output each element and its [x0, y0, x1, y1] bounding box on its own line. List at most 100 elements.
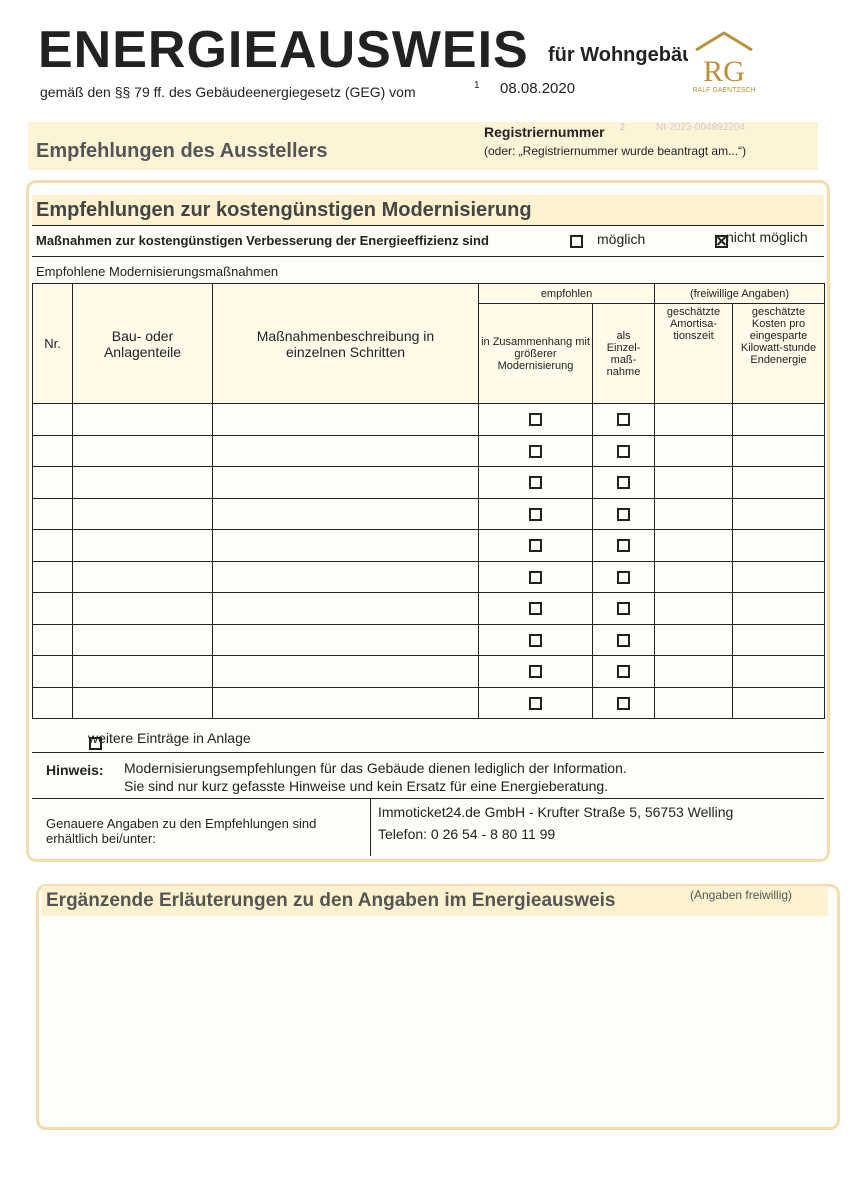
table-cell	[72, 560, 213, 593]
table-cell	[478, 497, 593, 530]
table-cell	[72, 592, 213, 625]
note-line: Sie sind nur kurz gefasste Hinweise und …	[124, 778, 609, 794]
table-cell	[654, 466, 733, 499]
th: empfohlen	[478, 283, 655, 304]
section-band	[28, 122, 818, 170]
checkbox	[617, 476, 630, 490]
table-cell	[32, 466, 73, 499]
contact-phone: Telefon: 0 26 54 - 8 80 11 99	[378, 826, 556, 842]
table-row	[32, 497, 825, 530]
table-row	[32, 623, 825, 656]
contact-address: Immoticket24.de GmbH - Krufter Straße 5,…	[378, 804, 734, 820]
checkbox	[617, 602, 630, 616]
table-cell	[32, 655, 73, 688]
logo: RG RALF GAENTZSCH	[690, 30, 758, 118]
measures-text: Maßnahmen zur kostengünstigen Verbesseru…	[36, 233, 489, 248]
measures-table: Nr. Bau- oder Anlagenteile Maßnahmenbesc…	[32, 283, 825, 719]
table-cell	[32, 497, 73, 530]
divider	[32, 798, 824, 799]
reg-note: (oder: „Registriernummer wurde beantragt…	[484, 144, 747, 158]
table-cell	[732, 466, 825, 499]
table-cell	[72, 497, 213, 530]
th: Bau- oder Anlagenteile	[72, 283, 213, 404]
subtitle: gemäß den §§ 79 ff. des Gebäudeenergiege…	[40, 84, 416, 100]
section-title: Empfehlungen des Ausstellers	[36, 140, 328, 162]
title-suffix: für Wohngebäude	[548, 44, 688, 66]
divider	[32, 752, 824, 753]
table-cell	[654, 686, 733, 719]
more-entries: weitere Einträge in Anlage	[88, 730, 251, 746]
th: in Zusammenhang mit größerer Modernisier…	[478, 303, 593, 404]
checkbox	[617, 444, 630, 458]
table-cell	[478, 686, 593, 719]
checkbox	[529, 413, 542, 427]
table-row	[32, 529, 825, 562]
th: geschätzte Kosten pro eingesparte Kilowa…	[732, 303, 825, 404]
table-cell	[478, 592, 593, 625]
table-cell	[212, 623, 479, 656]
explanations-box	[36, 884, 840, 1130]
table-cell	[32, 560, 73, 593]
reg-footnote: 2	[620, 122, 626, 132]
table-cell	[592, 434, 655, 467]
checkbox	[617, 413, 630, 427]
option-possible: möglich	[597, 231, 646, 247]
checkbox	[529, 665, 542, 679]
exp-title: Ergänzende Erläuterungen zu den Angaben …	[46, 890, 616, 911]
table-cell	[212, 560, 479, 593]
table-cell	[478, 529, 593, 562]
table-cell	[212, 529, 479, 562]
table-cell	[654, 529, 733, 562]
table-caption: Empfohlene Modernisierungsmaßnahmen	[36, 264, 279, 279]
table-cell	[72, 623, 213, 656]
table-cell	[592, 592, 655, 625]
table-row	[32, 592, 825, 625]
table-cell	[32, 623, 73, 656]
checkbox	[529, 602, 542, 616]
table-cell	[212, 592, 479, 625]
th: Nr.	[32, 283, 73, 404]
checkbox	[617, 665, 630, 679]
logo-initials: RG	[703, 55, 745, 88]
table-cell	[732, 403, 825, 436]
checkbox	[529, 444, 542, 458]
table-cell	[732, 434, 825, 467]
table-row	[32, 466, 825, 499]
table-cell	[592, 623, 655, 656]
divider	[370, 798, 371, 856]
th: Maßnahmenbeschreibung in einzelnen Schri…	[212, 283, 479, 404]
table-cell	[592, 655, 655, 688]
note-line: Modernisierungsempfehlungen für das Gebä…	[124, 760, 627, 776]
table-cell	[72, 529, 213, 562]
table-cell	[478, 623, 593, 656]
table-cell	[478, 466, 593, 499]
th: als Einzel-maß-nahme	[592, 303, 655, 404]
table-cell	[212, 686, 479, 719]
checkbox	[617, 696, 630, 710]
table-cell	[592, 497, 655, 530]
table-cell	[654, 623, 733, 656]
table-cell	[732, 497, 825, 530]
table-cell	[654, 592, 733, 625]
checkbox	[617, 570, 630, 584]
table-cell	[32, 403, 73, 436]
table-cell	[592, 403, 655, 436]
table-cell	[732, 686, 825, 719]
logo-roof	[695, 31, 753, 52]
rec-title-bar	[32, 195, 824, 226]
checkbox	[715, 235, 729, 249]
table-cell	[32, 686, 73, 719]
table-cell	[478, 655, 593, 688]
table-cell	[72, 466, 213, 499]
table-cell	[732, 529, 825, 562]
checkbox	[529, 539, 542, 553]
table-cell	[212, 497, 479, 530]
option-not-possible: nicht möglich	[726, 229, 808, 245]
checkbox	[529, 696, 542, 710]
table-cell	[592, 466, 655, 499]
contact-label: Genauere Angaben zu den Empfehlungen sin…	[46, 816, 317, 846]
checkbox	[529, 476, 542, 490]
table-cell	[478, 560, 593, 593]
table-cell	[592, 560, 655, 593]
exp-note: (Angaben freiwillig)	[690, 888, 793, 902]
